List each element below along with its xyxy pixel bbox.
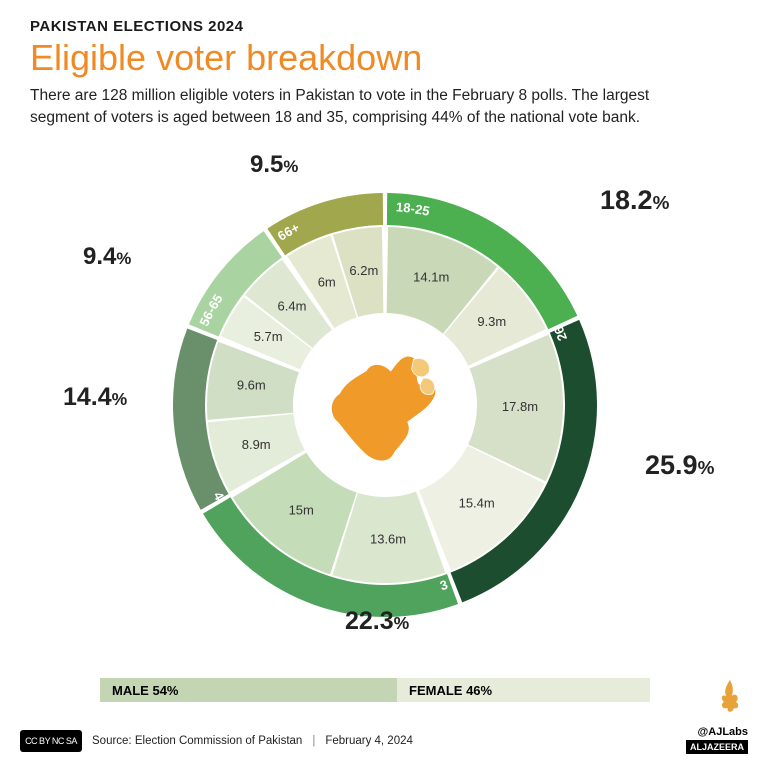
pct-label: 18.2% — [600, 185, 669, 216]
value-female: 15.4m — [459, 496, 495, 511]
value-female: 9.3m — [477, 314, 506, 329]
value-female: 15m — [289, 502, 314, 517]
credit-handle: @AJLabs — [686, 726, 748, 738]
credit: @AJLabs ALJAZEERA — [686, 726, 748, 754]
source-label: Source: — [92, 735, 132, 747]
credit-brand: ALJAZEERA — [686, 740, 748, 754]
value-male: 6m — [318, 275, 336, 290]
value-male: 8.9m — [242, 437, 271, 452]
gender-female-pct: 46% — [466, 683, 492, 698]
gender-female-segment: FEMALE 46% — [397, 678, 650, 702]
value-male: 13.6m — [370, 531, 406, 546]
description: There are 128 million eligible voters in… — [30, 85, 710, 128]
footer: CC BY NC SA Source: Election Commission … — [20, 730, 750, 752]
kicker: PAKISTAN ELECTIONS 2024 — [30, 18, 740, 35]
cc-license-icon: CC BY NC SA — [20, 730, 82, 752]
footer-date: February 4, 2024 — [325, 735, 413, 747]
gender-female-label: FEMALE — [409, 683, 462, 698]
pct-label: 25.9% — [645, 450, 714, 481]
value-female: 9.6m — [237, 378, 266, 393]
gender-male-label: MALE — [112, 683, 149, 698]
value-male: 17.8m — [502, 399, 538, 414]
pct-label: 14.4% — [63, 383, 127, 412]
gender-bar: MALE 54% FEMALE 46% — [100, 678, 650, 702]
separator: | — [312, 735, 315, 747]
donut-chart: 18-2514.1m9.3m26-3517.8m15.4m36-4513.6m1… — [105, 155, 665, 645]
aljazeera-logo-icon — [712, 678, 748, 714]
pct-label: 9.5% — [250, 151, 298, 179]
source-value: Election Commission of Pakistan — [135, 735, 302, 747]
gender-male-segment: MALE 54% — [100, 678, 397, 702]
value-male: 14.1m — [413, 270, 449, 285]
pct-label: 22.3% — [345, 607, 409, 636]
pakistan-map-icon — [331, 356, 436, 461]
value-male: 5.7m — [254, 329, 283, 344]
gender-male-pct: 54% — [152, 683, 178, 698]
page-title: Eligible voter breakdown — [30, 37, 740, 79]
pct-label: 9.4% — [83, 243, 131, 271]
value-female: 6.2m — [349, 263, 378, 278]
value-female: 6.4m — [278, 299, 307, 314]
